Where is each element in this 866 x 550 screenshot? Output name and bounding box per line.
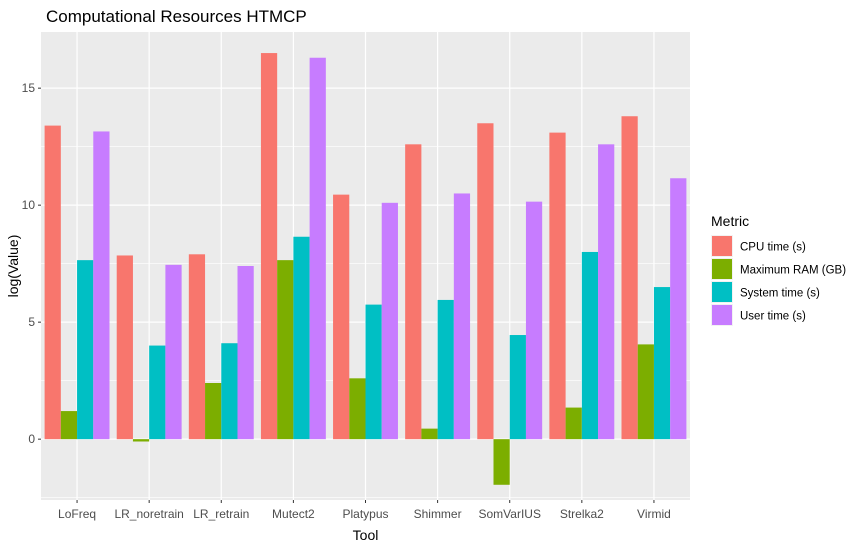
bar-LoFreq-maximum-ram-gb- [60,411,78,440]
x-tick-label: SomVarIUS [478,507,540,521]
bar-Mutect2-cpu-time-s- [260,53,278,440]
bar-SomVarIUS-maximum-ram-gb- [493,439,510,485]
bars [44,53,687,485]
bar-Strelka2-maximum-ram-gb- [565,407,582,440]
legend-swatch [712,282,732,302]
x-tick-label: Shimmer [414,507,462,521]
bar-Shimmer-user-time-s- [453,193,471,440]
bar-Platypus-cpu-time-s- [333,194,350,440]
bar-LR_retrain-cpu-time-s- [188,254,206,440]
y-tick-label: 10 [22,198,36,212]
legend-swatch [712,236,732,256]
legend-label: Maximum RAM (GB) [740,265,846,277]
bar-SomVarIUS-user-time-s- [525,201,543,440]
bar-Strelka2-cpu-time-s- [549,132,566,440]
x-tick-label: Mutect2 [272,507,315,521]
bar-Platypus-maximum-ram-gb- [349,378,366,440]
bar-Mutect2-system-time-s- [293,236,310,440]
y-tick-label: 15 [22,81,36,95]
legend-title: Metric [711,213,749,229]
bar-LR_retrain-maximum-ram-gb- [205,383,222,440]
bar-SomVarIUS-cpu-time-s- [477,123,494,440]
bar-Platypus-system-time-s- [365,304,382,440]
legend-label: CPU time (s) [740,242,806,254]
bar-Shimmer-maximum-ram-gb- [421,428,438,440]
bar-Platypus-user-time-s- [381,202,398,440]
legend-label: System time (s) [740,288,820,300]
y-axis: 0 5 10 15 [22,81,41,446]
bar-LR_noretrain-cpu-time-s- [116,255,133,440]
x-tick-label: Platypus [342,507,388,521]
bar-LR_noretrain-system-time-s- [149,345,166,440]
bar-Virmid-user-time-s- [670,178,687,440]
bar-Virmid-system-time-s- [653,287,671,440]
legend-swatch [712,305,732,325]
bar-Strelka2-user-time-s- [598,144,615,440]
bar-LR_noretrain-maximum-ram-gb- [132,439,150,442]
y-tick-label: 5 [28,315,35,329]
y-axis-title: log(Value) [5,235,21,298]
bar-Shimmer-cpu-time-s- [405,144,422,440]
bar-Mutect2-maximum-ram-gb- [277,260,294,440]
x-tick-label: Strelka2 [560,507,604,521]
bar-LR_retrain-system-time-s- [221,343,238,440]
bar-Shimmer-system-time-s- [437,299,454,440]
y-tick-label: 0 [28,432,35,446]
chart-title: Computational Resources HTMCP [46,7,307,26]
bar-Virmid-cpu-time-s- [621,116,638,440]
bar-Strelka2-system-time-s- [581,251,599,440]
bar-SomVarIUS-system-time-s- [509,335,526,440]
bar-LoFreq-user-time-s- [93,131,110,440]
x-tick-label: LR_noretrain [114,507,183,521]
x-tick-label: LoFreq [58,507,96,521]
x-axis-title: Tool [353,527,379,543]
bar-LR_retrain-user-time-s- [237,266,254,440]
legend-label: User time (s) [740,311,806,323]
bar-Mutect2-user-time-s- [309,57,326,440]
x-tick-label: LR_retrain [193,507,249,521]
legend: Metric CPU time (s) Maximum RAM (GB) Syste… [711,213,846,326]
bar-LoFreq-system-time-s- [77,260,94,440]
bar-LoFreq-cpu-time-s- [44,125,61,440]
x-axis: LoFreq LR_noretrain LR_retrain Mutect2 Platy… [58,500,671,521]
legend-swatch [712,259,732,279]
x-tick-label: Virmid [637,507,671,521]
bar-LR_noretrain-user-time-s- [165,264,182,440]
bar-Virmid-maximum-ram-gb- [637,344,654,440]
